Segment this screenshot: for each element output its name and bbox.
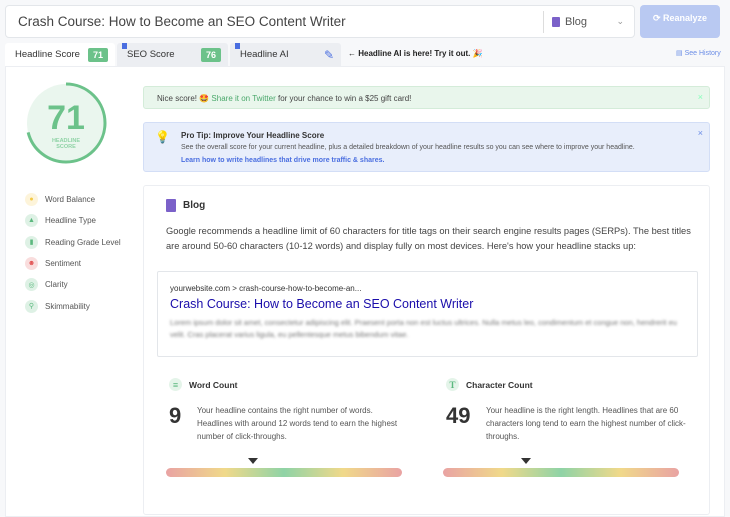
sidebar-item-label: Reading Grade Level <box>45 237 121 247</box>
lines-icon: ≡ <box>169 378 182 391</box>
character-count-metric: T Character Count 49 Your headline is the… <box>443 378 686 477</box>
metric-text: Your headline is the right length. Headl… <box>486 406 686 441</box>
score-badge: 76 <box>200 47 221 62</box>
content-type-value: Blog <box>565 15 588 28</box>
close-icon[interactable]: × <box>697 128 703 138</box>
range-bar <box>443 468 679 477</box>
score-breakdown-list: ● Word Balance ▲ Headline Type ▮ Reading Grad… <box>25 189 121 317</box>
score-ring <box>25 82 107 164</box>
metric-value: 49 <box>446 403 471 428</box>
metric-title: Word Count <box>189 379 238 390</box>
sidebar-item-label: Word Balance <box>45 195 96 205</box>
serp-description: Lorem ipsum dolor sit amet, consectetur … <box>170 318 677 339</box>
reanalyze-label: Reanalyze <box>663 13 708 23</box>
sidebar-item[interactable]: ● Word Balance <box>25 189 121 210</box>
headline-input[interactable]: Crash Course: How to Become an SEO Conte… <box>18 14 346 29</box>
score-label: HEADLINE SCORE <box>51 138 81 150</box>
book-icon: ▮ <box>25 235 38 249</box>
card-title: Blog <box>166 199 205 212</box>
marker-icon <box>248 458 259 464</box>
word-count-metric: ≡ Word Count 9 Your headline contains the… <box>166 378 409 477</box>
main-panel: 71 HEADLINE SCORE ● Word Balance ▲ Headline… <box>5 66 725 517</box>
tip-title: Pro Tip: Improve Your Headline Score <box>181 131 325 140</box>
target-icon: ◎ <box>25 278 38 292</box>
sidebar-item-label: Clarity <box>45 280 68 290</box>
text-icon: T <box>446 378 459 391</box>
alert-prefix: Nice score! 🤩 <box>157 94 212 103</box>
sidebar-item-label: Skimmability <box>45 301 90 311</box>
range-bar <box>166 468 402 477</box>
tabs: Headline Score 71 SEO Score 76 Headline AI… <box>5 43 343 66</box>
divider <box>543 10 544 33</box>
sidebar-item-label: Sentiment <box>45 259 82 269</box>
headline-input-bar: Crash Course: How to Become an SEO Conte… <box>5 5 635 38</box>
sidebar-item[interactable]: ☻ Sentiment <box>25 253 121 274</box>
share-twitter-link[interactable]: Share it on Twitter <box>211 94 276 103</box>
headline-ai-promo[interactable]: ← Headline AI is here! Try it out. 🎉 <box>348 49 483 58</box>
coins-icon: ● <box>25 193 38 207</box>
serp-title: Crash Course: How to Become an SEO Conte… <box>170 297 474 311</box>
sidebar-item[interactable]: ▲ Headline Type <box>25 210 121 231</box>
score-badge: 71 <box>87 47 108 62</box>
sidebar-item-label: Headline Type <box>45 216 96 226</box>
chevron-down-icon: ⌄ <box>616 16 624 26</box>
metric-value: 9 <box>169 403 182 428</box>
see-history-label: See History <box>684 50 721 57</box>
tab-headline-ai[interactable]: Headline AI ✎ <box>230 43 341 66</box>
sidebar-item[interactable]: ▮ Reading Grade Level <box>25 232 121 253</box>
sidebar-item[interactable]: ⚲ Skimmability <box>25 295 121 316</box>
metric-title: Character Count <box>466 379 533 390</box>
search-icon: ⚲ <box>25 299 38 313</box>
magic-wand-icon: ✎ <box>323 47 334 62</box>
tab-headline-score[interactable]: Headline Score 71 <box>5 43 115 66</box>
reanalyze-button[interactable]: ⟳ Reanalyze <box>640 5 720 38</box>
document-icon <box>166 199 176 212</box>
content-type-select[interactable]: Blog ⌄ <box>544 16 634 28</box>
tab-label: Headline AI <box>240 49 289 60</box>
serp-url: yourwebsite.com > crash-course-how-to-be… <box>170 284 362 293</box>
card-title-text: Blog <box>183 200 206 211</box>
bookmark-icon <box>122 43 127 49</box>
lightbulb-icon: 💡 <box>155 130 170 144</box>
blog-card: Blog Google recommends a headline limit … <box>143 185 710 515</box>
sidebar-item[interactable]: ◎ Clarity <box>25 274 121 295</box>
score-value: 71 <box>47 99 85 137</box>
bookmark-icon <box>235 43 240 49</box>
tip-body: See the overall score for your current h… <box>181 144 635 151</box>
face-icon: ☻ <box>25 257 38 271</box>
alert-suffix: for your chance to win a $25 gift card! <box>275 94 412 103</box>
serp-preview: yourwebsite.com > crash-course-how-to-be… <box>157 271 698 357</box>
tab-label: SEO Score <box>127 49 175 60</box>
document-icon <box>552 16 560 27</box>
headline-score-gauge: 71 HEADLINE SCORE <box>24 81 108 165</box>
marker-icon <box>520 458 531 464</box>
tab-seo-score[interactable]: SEO Score 76 <box>117 43 228 66</box>
close-icon[interactable]: × <box>697 92 703 102</box>
shapes-icon: ▲ <box>25 214 38 228</box>
metric-text: Your headline contains the right number … <box>197 406 398 441</box>
pro-tip-alert: 💡 Pro Tip: Improve Your Headline Score S… <box>143 122 710 172</box>
tab-label: Headline Score <box>15 49 80 60</box>
tip-link[interactable]: Learn how to write headlines that drive … <box>181 157 385 164</box>
share-alert: Nice score! 🤩 Share it on Twitter for yo… <box>143 86 710 109</box>
see-history-link[interactable]: ▤ See History <box>676 50 721 57</box>
card-description: Google recommends a headline limit of 60… <box>166 226 691 251</box>
